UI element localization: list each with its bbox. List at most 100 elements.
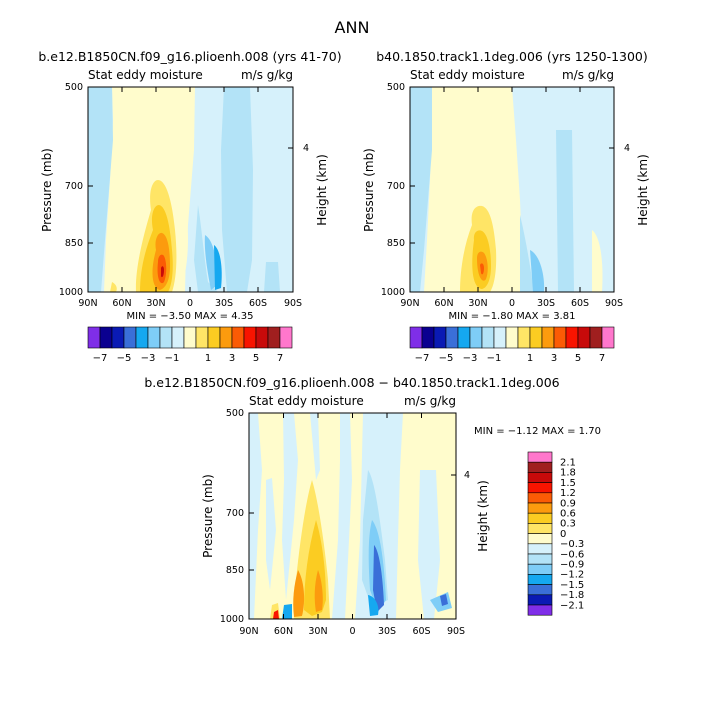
colorbar-label: 7 [277, 353, 283, 364]
colorbar-swatch [517, 326, 531, 349]
colorbar-swatch [527, 584, 553, 596]
colorbar-label: 7 [599, 353, 605, 364]
plot-area [410, 87, 614, 292]
colorbar-swatch [527, 492, 553, 504]
colorbar-swatch [183, 326, 197, 349]
x-tick-label: 90N [78, 298, 97, 309]
colorbar-label: −1 [165, 353, 180, 364]
field-region [282, 604, 292, 619]
colorbar-swatch [159, 326, 173, 349]
colorbar-label: −7 [415, 353, 430, 364]
colorbar-swatch [527, 482, 553, 494]
colorbar: −7 −5 −3 −1 1 3 5 7 [409, 326, 615, 364]
colorbar-swatch [457, 326, 471, 349]
colorbar: −7 −5 −3 −1 1 3 5 7 [87, 326, 293, 364]
y-tick-label: 500 [226, 408, 244, 419]
field-region [249, 413, 262, 619]
plot-frame [87, 86, 294, 293]
field-region [88, 87, 113, 292]
y-right-tick-label: 4 [464, 470, 470, 481]
colorbar-swatch [123, 326, 137, 349]
colorbar-swatch [527, 461, 553, 473]
field-region [214, 245, 222, 290]
colorbar-swatch [527, 533, 553, 545]
colorbar-swatch [527, 574, 553, 585]
colorbar-label: 5 [575, 353, 581, 364]
x-tick-label: 90N [239, 626, 258, 637]
x-ticks [88, 87, 293, 292]
y-right-axis-label: Height (km) [315, 154, 329, 225]
colorbar-swatch [527, 502, 553, 514]
colorbar-swatch [527, 594, 553, 606]
colorbar-swatch [601, 326, 615, 349]
y-tick-label: 1000 [59, 287, 83, 298]
y-tick-label: 500 [387, 82, 405, 93]
colorbar-label: −5 [117, 353, 132, 364]
x-tick-label: 0 [509, 298, 515, 309]
x-tick-label: 60N [112, 298, 131, 309]
field-region [373, 545, 384, 612]
colorbar-label: −5 [439, 353, 454, 364]
colorbar-label: −3 [141, 353, 156, 364]
field-region [332, 413, 352, 619]
x-tick-label: 0 [349, 626, 355, 637]
y-tick-label: 1000 [381, 287, 405, 298]
y-tick-label: 700 [226, 508, 244, 519]
panel-subtitle-right: m/s g/kg [562, 68, 614, 82]
y-axis-label: Pressure (mb) [201, 474, 215, 558]
colorbar-swatch [505, 326, 519, 349]
x-tick-label: 90N [400, 298, 419, 309]
colorbar-swatch [527, 604, 553, 616]
plot-area [88, 87, 293, 292]
colorbar-label: 5 [253, 353, 259, 364]
field-region [214, 87, 222, 150]
colorbar-label: 1 [205, 353, 211, 364]
x-tick-label: 90S [284, 298, 302, 309]
x-tick-label: 60S [412, 626, 430, 637]
field-region [556, 130, 574, 292]
colorbar-swatch [409, 326, 423, 349]
colorbar-swatch [527, 563, 553, 575]
x-tick-label: 0 [187, 298, 193, 309]
colorbar-swatch [541, 326, 555, 349]
field-region [204, 235, 217, 290]
y-tick-label: 700 [65, 181, 83, 192]
x-tick-label: 30N [308, 626, 327, 637]
min-max-stats: MIN = −1.12 MAX = 1.70 [474, 426, 601, 437]
colorbar-swatch [527, 523, 553, 534]
field-region [110, 282, 117, 292]
panel-top-left: b.e12.B1850CN.f09_g16.plioenh.008 (yrs 4… [38, 49, 341, 364]
x-tick-label: 60S [571, 298, 589, 309]
x-tick-label: 60S [249, 298, 267, 309]
colorbar-swatch [279, 326, 293, 349]
colorbar-label: −1.5 [560, 580, 584, 591]
plot-frame [248, 412, 457, 620]
field-region [314, 570, 323, 612]
x-tick-label: 90S [447, 626, 465, 637]
page-title: ANN [335, 18, 370, 37]
colorbar-label: 0.3 [560, 519, 576, 530]
colorbar-swatch [267, 326, 281, 349]
colorbar-label: −7 [93, 353, 108, 364]
y-right-axis-label: Height (km) [476, 480, 490, 551]
colorbar-swatch [527, 472, 553, 483]
colorbar-swatch [589, 326, 603, 349]
x-tick-label: 30N [468, 298, 487, 309]
panel-difference: b.e12.B1850CN.f09_g16.plioenh.008 − b40.… [144, 375, 601, 637]
field-region [161, 266, 164, 278]
field-region [273, 610, 279, 619]
colorbar-label: −2.1 [560, 600, 584, 611]
min-max-stats: MIN = −1.80 MAX = 3.81 [449, 311, 576, 322]
min-max-stats: MIN = −3.50 MAX = 4.35 [127, 311, 254, 322]
colorbar-swatch [243, 326, 257, 349]
colorbar-swatch [255, 326, 269, 349]
field-region [310, 413, 320, 480]
panel-subtitle-left: Stat eddy moisture [88, 68, 203, 82]
y-tick-label: 1000 [220, 614, 244, 625]
colorbar-swatch [207, 326, 221, 349]
y-tick-label: 850 [226, 565, 244, 576]
field-region [266, 478, 276, 590]
y-tick-label: 700 [387, 181, 405, 192]
field-region [480, 263, 484, 275]
x-tick-label: 60N [434, 298, 453, 309]
